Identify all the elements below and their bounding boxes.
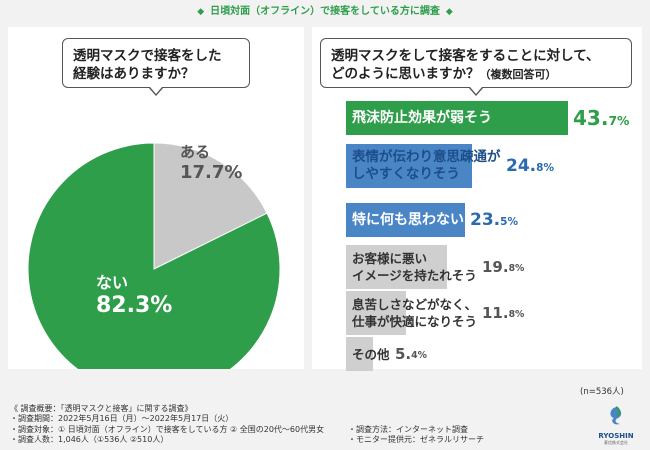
bar-label: 特に何も思わない	[352, 211, 464, 228]
pie-slice-value: 17.7%	[180, 162, 243, 183]
footer-line: ・調査方法：インターネット調査	[348, 425, 468, 434]
bar-row: 表情が伝わり意思疎通が しやすくなりそう 24. 8%	[346, 144, 642, 188]
bar-panel: 透明マスクをして接客をすることに対して、 どのように思いますか？（複数回答可） …	[312, 27, 642, 371]
bar-value: 19. 8%	[482, 245, 524, 289]
bar-row: その他 5. 4%	[346, 337, 642, 371]
bar-question-note: （複数回答可）	[479, 68, 557, 81]
bar-question-line: どのように思いますか？	[331, 66, 480, 82]
footer-line: ・調査対象：① 日頃対面（オフライン）で接客をしている方 ② 全国の20代～60…	[10, 424, 325, 434]
bar-value-int: 19.	[482, 258, 509, 276]
footer-line: 《 調査概要：「透明マスクと接客」に関する調査》	[10, 404, 193, 413]
bar-value-dec: 5%	[500, 215, 519, 228]
company-logo: RYOSHIN 菱信株式会社	[596, 405, 636, 446]
bar-value: 23. 5%	[470, 203, 518, 237]
survey-header: ◆ 日頃対面（オフライン）で接客をしている方に調査 ◆	[0, 0, 650, 24]
diamond-icon: ◆	[445, 7, 453, 17]
bar-value: 43. 7%	[573, 101, 629, 135]
bar-question-line: 透明マスクをして接客をすることに対して、	[331, 48, 600, 64]
bar-question-line-2: どのように思いますか？（複数回答可）	[331, 65, 621, 84]
logo-mark-icon	[610, 406, 622, 425]
bar-label: その他	[352, 346, 390, 362]
bar	[346, 291, 406, 335]
bar-label: 息苦しさなどがなく、 仕事が快適になりそう	[352, 297, 478, 329]
diamond-icon: ◆	[197, 7, 205, 17]
pie-slice-1	[27, 142, 281, 369]
bar-value-dec: 8%	[508, 309, 525, 321]
bar-value: 5. 4%	[395, 337, 427, 371]
bar-row: 飛沫防止効果が弱そう 43. 7%	[346, 101, 642, 135]
pie-slice-value: 82.3%	[96, 293, 173, 318]
bar-label: お客様に悪い イメージを持たれそう	[352, 251, 477, 283]
bar-label: 飛沫防止効果が弱そう	[352, 109, 492, 126]
bar-value-dec: 8%	[508, 263, 525, 275]
header-title: 日頃対面（オフライン）で接客をしている方に調査	[210, 6, 440, 17]
bar-value-int: 24.	[506, 156, 537, 176]
bar-row: 息苦しさなどがなく、 仕事が快適になりそう 11. 8%	[346, 291, 642, 335]
logo-corp: 菱信株式会社	[604, 440, 628, 445]
pie-label-aru: ある 17.7%	[180, 141, 242, 183]
logo-brand: RYOSHIN	[598, 432, 634, 440]
footer-line: ・モニター提供元：ゼネラルリサーチ	[348, 435, 484, 445]
survey-footer: 《 調査概要：「透明マスクと接客」に関する調査》 ・調査期間：2022年5月16…	[10, 404, 484, 446]
bar	[346, 203, 465, 237]
pie-panel: 透明マスクで接客をした 経験はありますか？ ある 17.7% ない 82.3%	[8, 27, 304, 369]
pie-question-line: 経験はありますか？	[73, 66, 195, 82]
pie-slice-label: ない	[96, 273, 129, 292]
bar	[346, 144, 472, 188]
bar-value-int: 23.	[470, 210, 501, 230]
bar-value-int: 11.	[482, 304, 509, 322]
footer-line: ・調査人数：1,046人（①536人 ②510人）	[10, 435, 169, 445]
footer-right: ・調査方法：インターネット調査 ・モニター提供元：ゼネラルリサーチ	[348, 425, 548, 446]
bar	[346, 101, 568, 135]
bar	[346, 337, 373, 371]
bar-question: 透明マスクをして接客をすることに対して、 どのように思いますか？（複数回答可）	[320, 38, 632, 96]
bar-row: お客様に悪い イメージを持たれそう 19. 8%	[346, 245, 642, 289]
bar-value-int: 43.	[573, 106, 609, 130]
bar-row: 特に何も思わない 23. 5%	[346, 203, 642, 237]
bar-value-dec: 7%	[608, 112, 630, 128]
pie-chart	[27, 142, 281, 369]
bar-value-dec: 4%	[411, 350, 427, 362]
pie-question-line: 透明マスクで接客をした	[73, 48, 222, 64]
pie-slice-0	[153, 142, 268, 270]
pie-question: 透明マスクで接客をした 経験はありますか？	[62, 38, 250, 96]
bar-value: 24. 8%	[506, 144, 554, 188]
pie-slice-label: ある	[180, 143, 211, 161]
bar-value-dec: 8%	[536, 161, 555, 174]
bar-value: 11. 8%	[482, 291, 524, 335]
footer-line: ・調査期間：2022年5月16日（月）～2022年5月17日（火）	[10, 414, 234, 424]
bar-label: 表情が伝わり意思疎通が しやすくなりそう	[352, 149, 501, 182]
sample-size-note: (n=536人)	[580, 387, 624, 397]
bar	[346, 245, 447, 289]
pie-label-nai: ない 82.3%	[96, 269, 172, 318]
bar-value-int: 5.	[395, 345, 412, 363]
